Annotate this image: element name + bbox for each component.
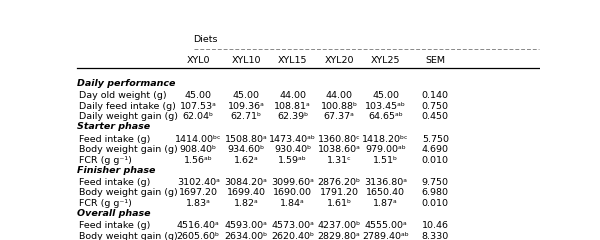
Text: 2634.00ᵇ: 2634.00ᵇ [224, 232, 268, 240]
Text: 1418.20ᵇᶜ: 1418.20ᵇᶜ [362, 134, 409, 144]
Text: 45.00: 45.00 [233, 91, 260, 100]
Text: FCR (g g⁻¹): FCR (g g⁻¹) [79, 156, 131, 165]
Text: Day old weight (g): Day old weight (g) [79, 91, 166, 100]
Text: 5.750: 5.750 [422, 134, 449, 144]
Text: 3102.40ᵃ: 3102.40ᵃ [177, 178, 220, 187]
Text: 2605.60ᵇ: 2605.60ᵇ [177, 232, 220, 240]
Text: 1.84ᵃ: 1.84ᵃ [280, 199, 305, 208]
Text: 4555.00ᵃ: 4555.00ᵃ [364, 221, 407, 230]
Text: 62.39ᵇ: 62.39ᵇ [277, 112, 308, 121]
Text: 1699.40: 1699.40 [227, 188, 266, 197]
Text: 930.40ᵇ: 930.40ᵇ [274, 145, 311, 154]
Text: 1690.00: 1690.00 [273, 188, 312, 197]
Text: 1473.40ᵃᵇ: 1473.40ᵃᵇ [269, 134, 316, 144]
Text: 1.61ᵇ: 1.61ᵇ [326, 199, 352, 208]
Text: Body weight gain (g): Body weight gain (g) [79, 188, 178, 197]
Text: 1.56ᵃᵇ: 1.56ᵃᵇ [184, 156, 212, 165]
Text: 67.37ᵃ: 67.37ᵃ [323, 112, 355, 121]
Text: 1.51ᵇ: 1.51ᵇ [373, 156, 398, 165]
Text: Daily performance: Daily performance [77, 79, 176, 88]
Text: 44.00: 44.00 [326, 91, 353, 100]
Text: 1508.80ᵃ: 1508.80ᵃ [225, 134, 268, 144]
Text: 0.010: 0.010 [422, 199, 449, 208]
Text: 3084.20ᵃ: 3084.20ᵃ [224, 178, 268, 187]
Text: Feed intake (g): Feed intake (g) [79, 134, 150, 144]
Text: SEM: SEM [425, 56, 445, 65]
Text: 4573.00ᵃ: 4573.00ᵃ [271, 221, 314, 230]
Text: 1038.60ᵃ: 1038.60ᵃ [317, 145, 361, 154]
Text: XYL25: XYL25 [371, 56, 400, 65]
Text: 979.00ᵃᵇ: 979.00ᵃᵇ [365, 145, 406, 154]
Text: 1.59ᵃᵇ: 1.59ᵃᵇ [278, 156, 307, 165]
Text: 108.81ᵃ: 108.81ᵃ [274, 102, 311, 111]
Text: XYL15: XYL15 [278, 56, 307, 65]
Text: 0.140: 0.140 [422, 91, 449, 100]
Text: 4.690: 4.690 [422, 145, 449, 154]
Text: 1650.40: 1650.40 [366, 188, 405, 197]
Text: 8.330: 8.330 [422, 232, 449, 240]
Text: Feed intake (g): Feed intake (g) [79, 178, 150, 187]
Text: 62.71ᵇ: 62.71ᵇ [230, 112, 262, 121]
Text: Finisher phase: Finisher phase [77, 166, 156, 175]
Text: 4237.00ᵇ: 4237.00ᵇ [317, 221, 361, 230]
Text: 45.00: 45.00 [185, 91, 212, 100]
Text: 9.750: 9.750 [422, 178, 449, 187]
Text: 4593.00ᵃ: 4593.00ᵃ [224, 221, 268, 230]
Text: 2620.40ᵇ: 2620.40ᵇ [271, 232, 314, 240]
Text: 0.010: 0.010 [422, 156, 449, 165]
Text: 103.45ᵃᵇ: 103.45ᵃᵇ [365, 102, 406, 111]
Text: Daily feed intake (g): Daily feed intake (g) [79, 102, 176, 111]
Text: 0.450: 0.450 [422, 112, 449, 121]
Text: Body weight gain (g): Body weight gain (g) [79, 145, 178, 154]
Text: 100.88ᵇ: 100.88ᵇ [320, 102, 358, 111]
Text: 2829.80ᵃ: 2829.80ᵃ [318, 232, 361, 240]
Text: 62.04ᵇ: 62.04ᵇ [183, 112, 214, 121]
Text: Daily weight gain (g): Daily weight gain (g) [79, 112, 178, 121]
Text: 45.00: 45.00 [372, 91, 399, 100]
Text: Feed intake (g): Feed intake (g) [79, 221, 150, 230]
Text: 908.40ᵇ: 908.40ᵇ [180, 145, 217, 154]
Text: 109.36ᵃ: 109.36ᵃ [227, 102, 265, 111]
Text: 1791.20: 1791.20 [320, 188, 359, 197]
Text: 0.750: 0.750 [422, 102, 449, 111]
Text: 3099.60ᵃ: 3099.60ᵃ [271, 178, 314, 187]
Text: Overall phase: Overall phase [77, 209, 151, 218]
Text: 1697.20: 1697.20 [179, 188, 218, 197]
Text: 1.62ᵃ: 1.62ᵃ [234, 156, 259, 165]
Text: 934.60ᵇ: 934.60ᵇ [227, 145, 265, 154]
Text: 1.83ᵃ: 1.83ᵃ [186, 199, 211, 208]
Text: Body weight gain (g): Body weight gain (g) [79, 232, 178, 240]
Text: FCR (g g⁻¹): FCR (g g⁻¹) [79, 199, 131, 208]
Text: 44.00: 44.00 [279, 91, 306, 100]
Text: 107.53ᵃ: 107.53ᵃ [180, 102, 217, 111]
Text: 4516.40ᵃ: 4516.40ᵃ [177, 221, 220, 230]
Text: Starter phase: Starter phase [77, 122, 151, 132]
Text: Diets: Diets [194, 35, 218, 44]
Text: XYL20: XYL20 [325, 56, 354, 65]
Text: 1.31ᶜ: 1.31ᶜ [327, 156, 352, 165]
Text: XYL0: XYL0 [187, 56, 210, 65]
Text: 1360.80ᶜ: 1360.80ᶜ [318, 134, 361, 144]
Text: 1.82ᵃ: 1.82ᵃ [234, 199, 259, 208]
Text: 3136.80ᵃ: 3136.80ᵃ [364, 178, 407, 187]
Text: 2789.40ᵃᵇ: 2789.40ᵃᵇ [362, 232, 409, 240]
Text: 1414.00ᵇᶜ: 1414.00ᵇᶜ [175, 134, 221, 144]
Text: 6.980: 6.980 [422, 188, 449, 197]
Text: 1.87ᵃ: 1.87ᵃ [373, 199, 398, 208]
Text: 2876.20ᵇ: 2876.20ᵇ [317, 178, 361, 187]
Text: 10.46: 10.46 [422, 221, 449, 230]
Text: XYL10: XYL10 [232, 56, 261, 65]
Text: 64.65ᵃᵇ: 64.65ᵃᵇ [368, 112, 403, 121]
